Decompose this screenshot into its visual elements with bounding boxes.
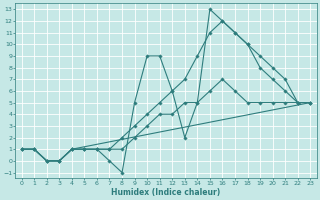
X-axis label: Humidex (Indice chaleur): Humidex (Indice chaleur) bbox=[111, 188, 220, 197]
